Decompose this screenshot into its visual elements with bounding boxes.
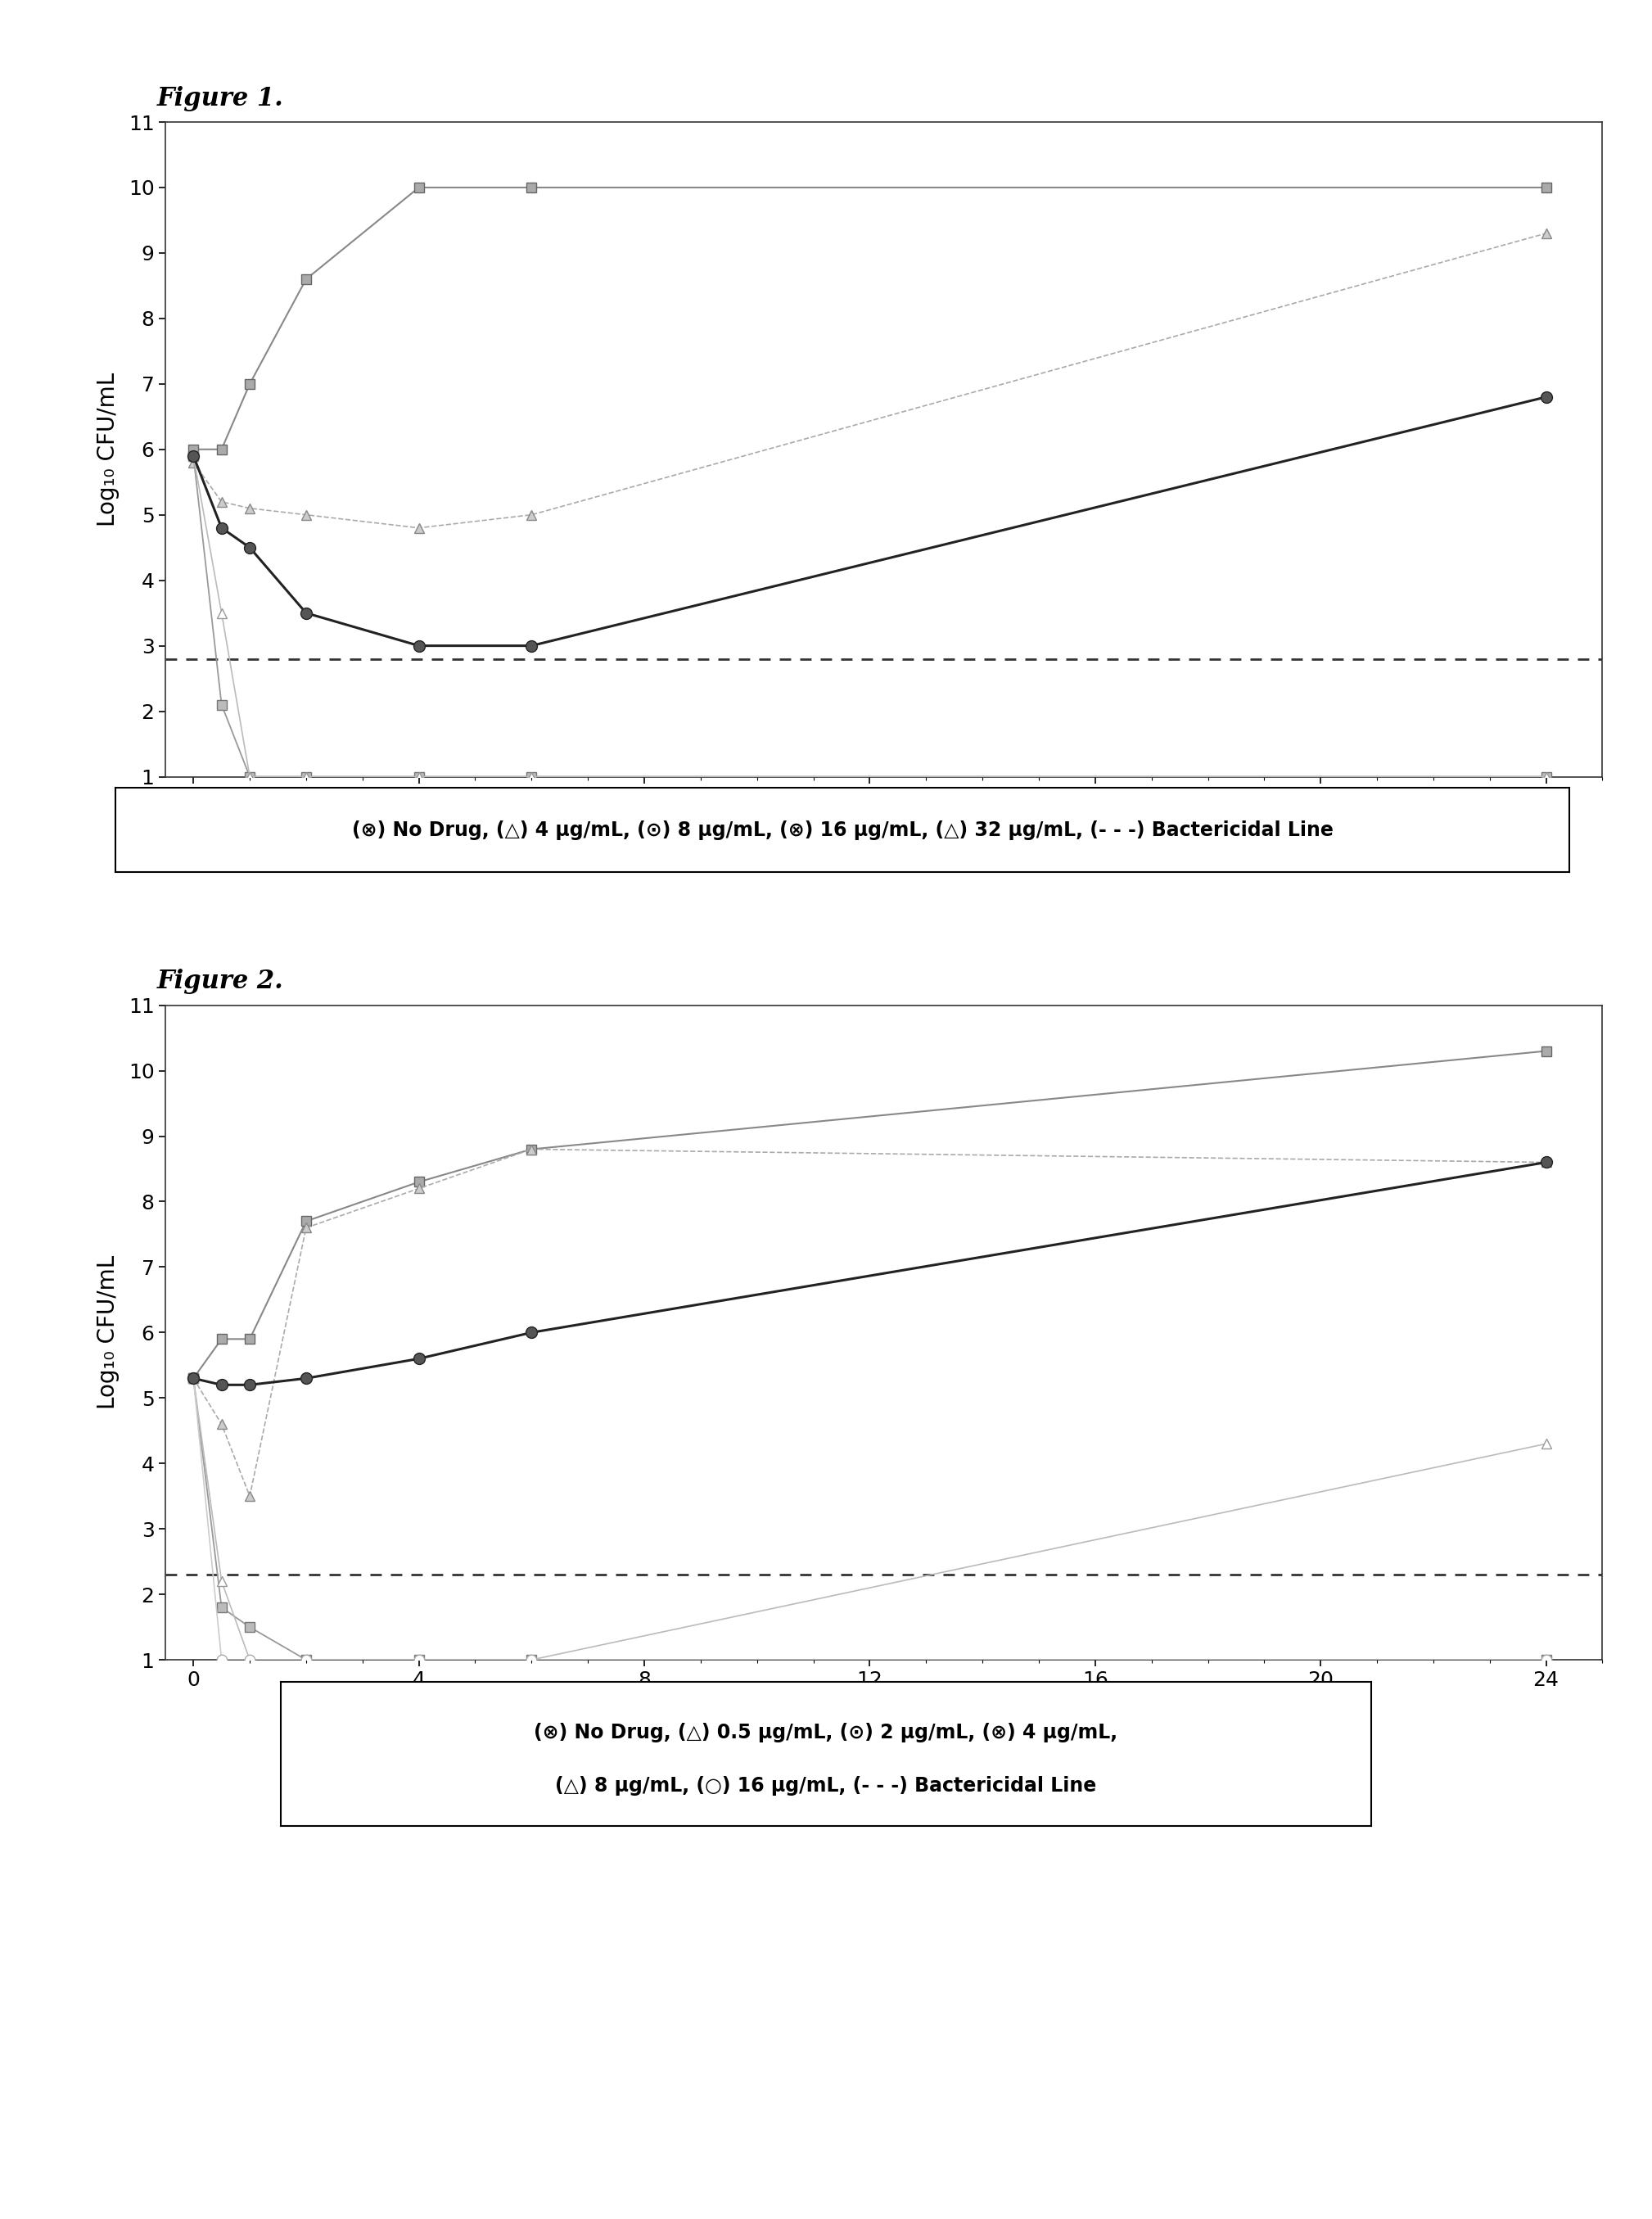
Y-axis label: Log₁₀ CFU/mL: Log₁₀ CFU/mL [96,1256,119,1409]
Text: (⊗) No Drug, (△) 0.5 μg/mL, (⊙) 2 μg/mL, (⊗) 4 μg/mL,: (⊗) No Drug, (△) 0.5 μg/mL, (⊙) 2 μg/mL,… [534,1722,1118,1742]
Text: (⊗) No Drug, (△) 4 μg/mL, (⊙) 8 μg/mL, (⊗) 16 μg/mL, (△) 32 μg/mL, (- - -) Bacte: (⊗) No Drug, (△) 4 μg/mL, (⊙) 8 μg/mL, (… [352,821,1333,839]
X-axis label: Time (h): Time (h) [836,1700,932,1722]
Y-axis label: Log₁₀ CFU/mL: Log₁₀ CFU/mL [96,373,119,526]
X-axis label: Time (h): Time (h) [836,817,932,839]
Text: Figure 2.: Figure 2. [157,970,284,994]
Text: (△) 8 μg/mL, (○) 16 μg/mL, (- - -) Bactericidal Line: (△) 8 μg/mL, (○) 16 μg/mL, (- - -) Bacte… [555,1775,1097,1795]
Text: Figure 1.: Figure 1. [157,87,284,111]
